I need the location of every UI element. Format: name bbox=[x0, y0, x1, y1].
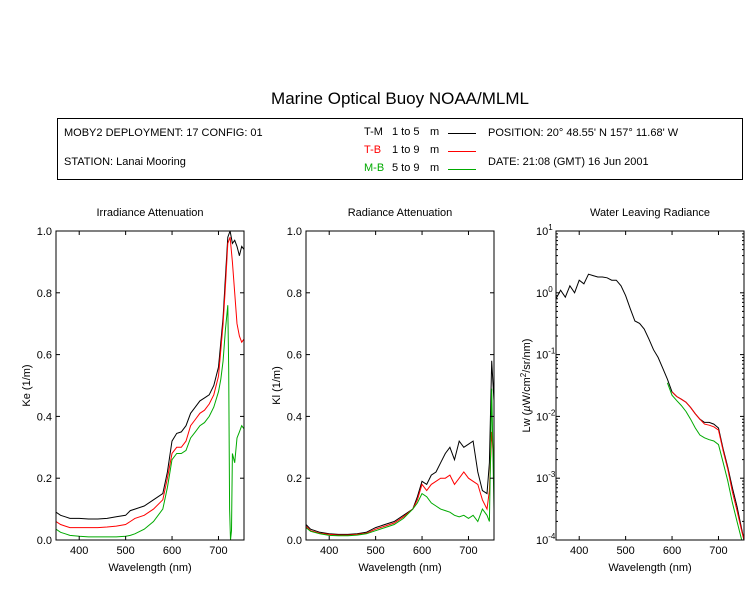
legend-item-mb-unit: m bbox=[430, 162, 440, 174]
y-tick-label: 10-2 bbox=[536, 408, 556, 423]
y-tick-base: 10 bbox=[536, 473, 548, 485]
x-tick-label: 400 bbox=[320, 545, 338, 557]
y-tick-base: 10 bbox=[536, 411, 548, 423]
chart-2: 400 500 600 700 0.0 0.2 0.4 0.6 0.8 1.0 Radiance A… bbox=[271, 207, 495, 574]
series-line-t-b bbox=[671, 391, 744, 540]
plot-frame bbox=[555, 230, 745, 541]
plot-frame bbox=[305, 230, 495, 541]
y-tick-label: 0.4 bbox=[287, 411, 302, 423]
y-axis-label: Kl (1/m) bbox=[271, 366, 283, 405]
x-axis-label: Wavelength (nm) bbox=[108, 562, 191, 574]
legend-line-tm bbox=[448, 133, 476, 134]
y-axis-label-mu: µ bbox=[521, 405, 533, 411]
y-tick-label: 0.0 bbox=[287, 535, 302, 547]
y-tick-label: 0.2 bbox=[287, 473, 302, 485]
y-tick-base: 10 bbox=[536, 350, 548, 362]
x-tick-label: 500 bbox=[616, 545, 634, 557]
y-tick-label: 0.6 bbox=[287, 350, 302, 362]
series-line-t-m bbox=[556, 273, 744, 540]
y-tick-base: 10 bbox=[536, 535, 548, 547]
y-tick-label: 1.0 bbox=[37, 226, 52, 238]
chart-title: Irradiance Attenuation bbox=[96, 207, 203, 219]
page-title: Marine Optical Buoy NOAA/MLML bbox=[271, 89, 529, 108]
y-tick-label: 0.6 bbox=[37, 350, 52, 362]
y-axis-label: Ke (1/m) bbox=[21, 364, 33, 406]
y-tick-label: 100 bbox=[536, 285, 553, 300]
legend-item-tm-unit: m bbox=[430, 126, 440, 138]
y-tick-label: 0.4 bbox=[37, 411, 52, 423]
chart-title: Water Leaving Radiance bbox=[590, 207, 710, 219]
y-tick-exp: 0 bbox=[548, 285, 553, 294]
y-tick-label: 1.0 bbox=[287, 226, 302, 238]
legend-item-tm-range: 1 to 5 bbox=[392, 126, 420, 138]
y-axis-label: Lw (µW/cm2/sr/nm) bbox=[519, 339, 533, 433]
info-box: MOBY2 DEPLOYMENT: 17 CONFIG: 01 STATION:… bbox=[57, 118, 743, 180]
y-tick-label: 0.8 bbox=[287, 288, 302, 300]
x-tick-label: 500 bbox=[366, 545, 384, 557]
x-tick-label: 600 bbox=[163, 545, 181, 557]
x-tick-label: 700 bbox=[459, 545, 477, 557]
y-tick-label: 0.2 bbox=[37, 473, 52, 485]
series-line-t-b bbox=[56, 237, 244, 529]
x-tick-label: 400 bbox=[570, 545, 588, 557]
legend-item-mb-code: M-B bbox=[364, 162, 385, 174]
y-axis-label-pre: Lw ( bbox=[521, 411, 533, 432]
x-tick-label: 400 bbox=[70, 545, 88, 557]
y-axis-label-post: /sr/nm) bbox=[521, 339, 533, 373]
chart-1: 400 500 600 700 0.0 0.2 0.4 0.6 0.8 1.0 Irradiance… bbox=[21, 207, 245, 574]
y-axis-label-unit: W/cm bbox=[521, 377, 533, 405]
x-tick-label: 600 bbox=[413, 545, 431, 557]
chart-title: Radiance Attenuation bbox=[348, 207, 453, 219]
x-tick-label: 700 bbox=[709, 545, 727, 557]
y-tick-label: 101 bbox=[536, 223, 553, 238]
legend-item-tb-range: 1 to 9 bbox=[392, 144, 420, 156]
x-axis-label: Wavelength (nm) bbox=[358, 562, 441, 574]
y-tick-label: 10-3 bbox=[536, 470, 556, 485]
chart-3: 400 500 600 70010-410-310-210-1100101Water … bbox=[519, 207, 745, 574]
deployment-text: MOBY2 DEPLOYMENT: 17 CONFIG: 01 bbox=[64, 127, 263, 139]
legend-item-tm-code: T-M bbox=[364, 126, 383, 138]
y-tick-label: 10-1 bbox=[536, 347, 556, 362]
x-axis-label: Wavelength (nm) bbox=[608, 562, 691, 574]
y-tick-exp: -3 bbox=[548, 470, 556, 479]
station-text: STATION: Lanai Mooring bbox=[64, 156, 186, 168]
y-tick-exp: -4 bbox=[548, 532, 556, 541]
y-tick-label: 10-4 bbox=[536, 532, 556, 547]
y-tick-base: 10 bbox=[536, 226, 548, 238]
y-tick-exp: -1 bbox=[548, 347, 556, 356]
series-line-m-b bbox=[306, 388, 494, 537]
x-tick-label: 700 bbox=[209, 545, 227, 557]
y-tick-label: 0.0 bbox=[37, 535, 52, 547]
date-text: DATE: 21:08 (GMT) 16 Jun 2001 bbox=[488, 156, 649, 168]
y-tick-label: 0.8 bbox=[37, 288, 52, 300]
series-line-t-m bbox=[56, 231, 244, 520]
legend-line-tb bbox=[448, 151, 476, 152]
y-tick-base: 10 bbox=[536, 288, 548, 300]
series-line-m-b bbox=[666, 382, 744, 540]
plot-frame bbox=[55, 230, 245, 541]
position-text: POSITION: 20° 48.55' N 157° 11.68' W bbox=[488, 127, 679, 139]
y-axis-label-sup: 2 bbox=[519, 372, 528, 377]
y-tick-exp: -2 bbox=[548, 408, 556, 417]
x-tick-label: 600 bbox=[663, 545, 681, 557]
series-line-t-m bbox=[306, 360, 494, 535]
series-line-m-b bbox=[56, 305, 244, 540]
legend-item-tb-code: T-B bbox=[364, 144, 382, 156]
series-line-t-b bbox=[306, 431, 494, 536]
legend-item-tb-unit: m bbox=[430, 144, 440, 156]
x-tick-label: 500 bbox=[116, 545, 134, 557]
legend-line-mb bbox=[448, 169, 476, 170]
y-tick-exp: 1 bbox=[548, 223, 553, 232]
legend-item-mb-range: 5 to 9 bbox=[392, 162, 420, 174]
